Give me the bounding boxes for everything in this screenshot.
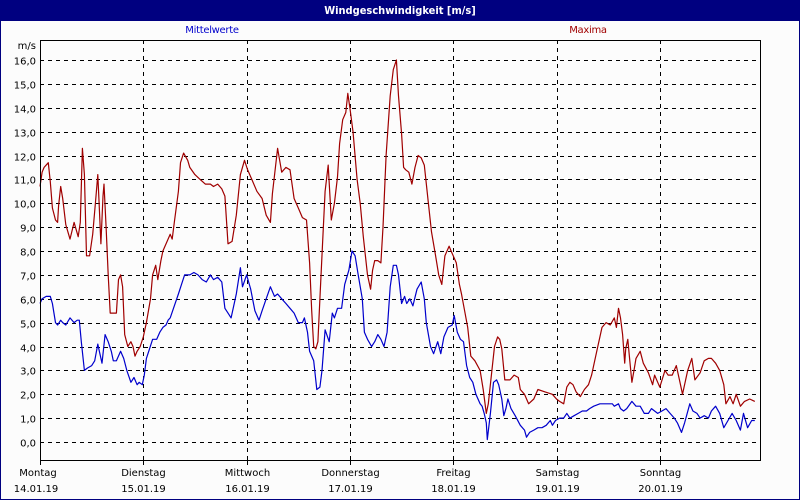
y-tick-label: 1,0	[20, 415, 36, 426]
y-tick-label: 15,0	[14, 81, 36, 92]
y-tick-label: 12,0	[14, 153, 36, 164]
x-day-label: Samstag	[536, 468, 580, 479]
y-tick-label: 11,0	[14, 176, 36, 187]
x-day-label: Montag	[19, 468, 56, 479]
y-tick-label: 6,0	[20, 296, 36, 307]
chart-grid	[40, 40, 760, 460]
x-date-label: 19.01.19	[535, 484, 580, 495]
legend-mittelwerte: Mittelwerte	[185, 25, 239, 36]
window-title: Windgeschwindigkeit [m/s]	[1, 1, 799, 21]
x-date-label: 18.01.19	[431, 484, 476, 495]
x-date-label: 20.01.19	[638, 484, 683, 495]
x-day-label: Donnerstag	[321, 468, 379, 479]
y-tick-label: 10,0	[14, 200, 36, 211]
chart-series	[39, 59, 756, 441]
series-line-maxima	[39, 59, 756, 414]
series-line-mittelwerte	[39, 250, 755, 441]
x-date-label: 17.01.19	[328, 484, 373, 495]
x-day-label: Dienstag	[121, 468, 166, 479]
y-tick-label: 2,0	[20, 391, 36, 402]
x-date-label: 16.01.19	[225, 484, 270, 495]
plot-area-frame	[40, 40, 761, 461]
x-day-label: Sonntag	[640, 468, 682, 479]
y-tick-label: 13,0	[14, 129, 36, 140]
legend-maxima: Maxima	[569, 25, 607, 36]
x-day-label: Mittwoch	[225, 468, 270, 479]
x-date-label: 15.01.19	[121, 484, 166, 495]
y-tick-label: 9,0	[20, 224, 36, 235]
y-tick-label: 3,0	[20, 367, 36, 378]
y-unit-label: m/s	[18, 41, 36, 52]
y-tick-label: 7,0	[20, 272, 36, 283]
x-day-label: Freitag	[436, 468, 470, 479]
y-tick-label: 8,0	[20, 248, 36, 259]
y-axis: 16,0 15,0 14,0 13,0 12,0 11,0 10,0 9,0 8,0 7,0 6,0…	[14, 41, 36, 450]
y-tick-label: 5,0	[20, 320, 36, 331]
y-tick-label: 0,0	[20, 439, 36, 450]
y-tick-label: 4,0	[20, 344, 36, 355]
x-date-label: 14.01.19	[14, 484, 59, 495]
x-axis: Montag 14.01.19 Dienstag 15.01.19 Mittwoch 16…	[14, 460, 683, 495]
y-tick-label: 16,0	[14, 57, 36, 68]
y-tick-label: 14,0	[14, 105, 36, 116]
